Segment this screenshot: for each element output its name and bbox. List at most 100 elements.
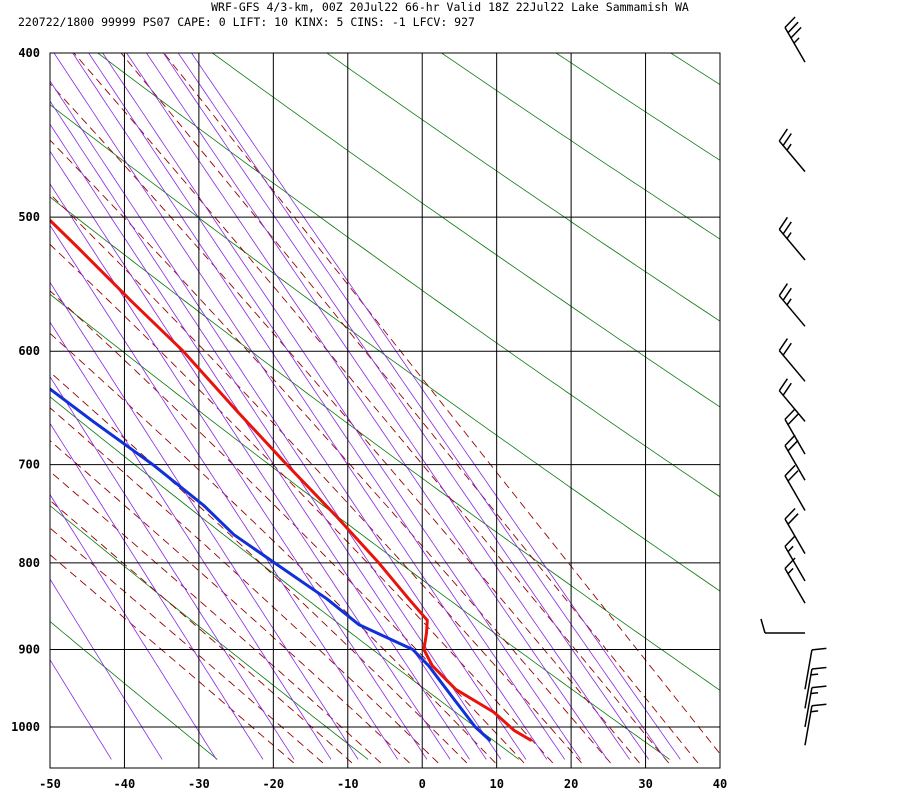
wind-barb-feather (782, 221, 792, 235)
wind-barb-feather (790, 26, 802, 39)
wind-barb (804, 666, 827, 709)
moist-adiabat-line (50, 527, 324, 764)
mixing-ratio-line (177, 53, 666, 760)
wind-barb (804, 703, 827, 746)
wind-barb-half-feather (787, 567, 794, 575)
mixing-ratio-line (50, 224, 399, 760)
wind-barb-feather (782, 133, 792, 147)
wind-barb-staff (778, 295, 806, 327)
x-tick-label: 30 (638, 777, 652, 791)
dry-adiabat-line (440, 53, 720, 240)
wind-barb-feather (784, 557, 796, 570)
wind-barb-staff (804, 687, 813, 728)
x-tick-label: 20 (564, 777, 578, 791)
wind-barb (784, 535, 806, 582)
dry-adiabat-line (50, 505, 369, 760)
wind-barb-staff (804, 668, 813, 709)
wind-barb (804, 647, 827, 690)
y-tick-label: 500 (18, 210, 40, 224)
mixing-ratio-line (50, 493, 217, 760)
wind-barb-feather (784, 535, 796, 547)
wind-barb-feather (787, 439, 799, 452)
wind-barb-feather (787, 470, 799, 482)
y-tick-label: 800 (18, 556, 40, 570)
moist-adiabat-line (50, 82, 640, 764)
dry-adiabat-line (50, 293, 670, 760)
wind-barb-staff (778, 140, 806, 173)
mixing-ratio-line (88, 53, 566, 760)
wind-barb (760, 618, 805, 634)
mixing-ratio-line (50, 100, 487, 760)
wind-barb-half-feather (786, 143, 792, 151)
x-tick-label: -30 (188, 777, 210, 791)
wind-barb-feather (787, 413, 799, 426)
moist-adiabat-line (120, 53, 699, 764)
wind-barb-staff (784, 27, 806, 63)
wind-barb-feather (782, 287, 792, 301)
dry-adiabat-line (669, 53, 720, 86)
y-tick-label: 900 (18, 643, 40, 657)
wind-barb-feather (811, 666, 827, 670)
wind-barb (784, 408, 806, 455)
mixing-ratio-line (102, 53, 581, 760)
mixing-ratio-line (50, 422, 264, 760)
wind-barb-staff (784, 568, 806, 604)
wind-barb (784, 507, 806, 554)
y-tick-label: 400 (18, 46, 40, 60)
moist-adiabat-line (50, 332, 496, 764)
temperature-profile-line (50, 218, 533, 742)
plot-frame (49, 52, 721, 769)
mixing-ratio-line (191, 53, 681, 760)
wind-barb-column (760, 16, 827, 746)
wind-barb-feather (784, 408, 796, 420)
wind-barb (784, 434, 806, 481)
wind-barb-feather (811, 647, 827, 651)
wind-barb (778, 283, 806, 327)
mixing-ratio-line (50, 183, 428, 760)
chart-subtitle: 220722/1800 99999 PS07 CAPE: 0 LIFT: 10 … (18, 15, 475, 29)
wind-barb-staff (778, 350, 806, 382)
dry-adiabat-line (50, 104, 720, 592)
dry-adiabat-line (771, 44, 900, 760)
moist-adiabat-line (50, 554, 294, 764)
mixing-ratio-line (50, 80, 502, 760)
wind-barb-staff (804, 705, 813, 746)
wind-barb-staff (804, 649, 813, 690)
wind-barb-feather (784, 464, 796, 477)
moist-adiabat-line (50, 499, 353, 764)
mixing-ratio-line (50, 281, 359, 760)
moist-adiabat-line (50, 371, 468, 764)
wind-barb (778, 216, 806, 261)
wind-barb (778, 378, 806, 422)
mixing-ratio-line (145, 53, 630, 760)
wind-barb (784, 464, 806, 511)
dry-adiabat-line (50, 620, 218, 760)
wind-barb-feather (778, 338, 789, 352)
mixing-ratio-line (126, 53, 608, 760)
moist-adiabat-line (50, 440, 410, 764)
mixing-ratio-line (50, 123, 470, 760)
mixing-ratio-line (50, 150, 451, 760)
wind-barb-half-feather (810, 673, 819, 676)
wind-barb-staff (778, 390, 806, 422)
wind-barb-feather (778, 128, 789, 142)
y-tick-label: 1000 (11, 720, 40, 734)
wind-barb-half-feather (793, 37, 800, 44)
dry-adiabat-line (885, 44, 900, 760)
moist-adiabat-line (163, 53, 720, 755)
x-tick-label: -40 (114, 777, 136, 791)
wind-barb-staff (784, 445, 806, 481)
mixing-ratio-line (50, 578, 163, 760)
wind-barb (784, 16, 806, 63)
wind-barb-staff (784, 475, 806, 511)
dry-adiabat-line (555, 53, 720, 161)
y-tick-label: 600 (18, 344, 40, 358)
sounding-profiles (50, 218, 533, 742)
wind-barb-feather (778, 378, 789, 392)
wind-barb-feather (784, 434, 796, 447)
wind-barb-half-feather (786, 298, 792, 306)
wind-barb-staff (784, 419, 806, 455)
wind-barb (778, 338, 806, 382)
dry-adiabat-line (50, 196, 720, 691)
wind-barb-half-feather (810, 692, 819, 695)
